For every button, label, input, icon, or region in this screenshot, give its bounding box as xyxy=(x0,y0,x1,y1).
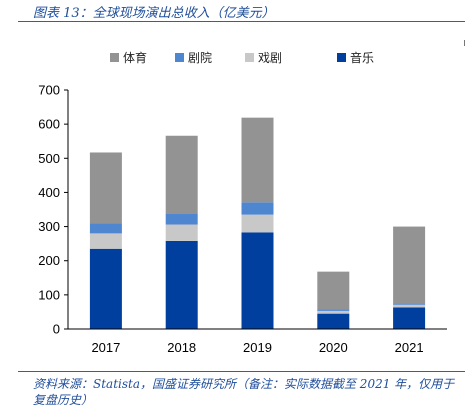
bar-segment xyxy=(89,233,122,249)
bar-segment xyxy=(393,303,426,305)
bar-segment xyxy=(317,313,350,329)
x-tick-label: 2021 xyxy=(395,340,424,355)
bar-segment xyxy=(89,223,122,234)
bottom-rule xyxy=(18,371,465,372)
bar-segment xyxy=(89,248,122,329)
legend-swatch xyxy=(337,53,346,62)
bar-segment xyxy=(165,213,198,225)
y-tick-label: 200 xyxy=(38,253,60,268)
bar-segment xyxy=(317,271,350,310)
bar-segment xyxy=(241,214,274,233)
legend-swatch xyxy=(175,53,184,62)
x-tick-label: 2018 xyxy=(167,340,196,355)
y-tick-label: 100 xyxy=(38,287,60,302)
bar-segment xyxy=(165,240,198,329)
y-tick-label: 500 xyxy=(38,151,60,166)
bar-segment xyxy=(317,309,350,311)
y-tick-label: 0 xyxy=(53,322,60,337)
y-tick-label: 600 xyxy=(38,117,60,132)
source-note: 资料来源：Statista，国盛证券研究所（备注：实际数据截至 2021 年，仅… xyxy=(33,377,455,407)
bar-segment xyxy=(241,117,274,203)
legend-swatch xyxy=(245,53,254,62)
legend-label: 戏剧 xyxy=(258,51,282,65)
x-tick-label: 2017 xyxy=(91,340,120,355)
chart-legend: 体育 剧院 戏剧 音乐 xyxy=(110,50,374,65)
legend-label: 体育 xyxy=(123,50,147,65)
top-rule xyxy=(18,21,465,22)
bar-segment xyxy=(393,304,426,308)
y-tick-label: 300 xyxy=(38,219,60,234)
chart-bars xyxy=(89,117,426,329)
bar-segment xyxy=(317,310,350,314)
x-tick-label: 2020 xyxy=(319,340,348,355)
bar-segment xyxy=(89,152,122,224)
bar-segment xyxy=(241,202,274,215)
page-edge-mark xyxy=(464,40,469,46)
bar-segment xyxy=(241,232,274,329)
chart-axes: 0 100 200 300 400 500 600 700 2017 2018 2019 2020 20… xyxy=(38,83,447,355)
bar-segment xyxy=(393,226,426,304)
legend-swatch xyxy=(110,53,119,62)
legend-label: 音乐 xyxy=(350,50,374,65)
x-tick-label: 2019 xyxy=(243,340,272,355)
y-tick-label: 400 xyxy=(38,185,60,200)
legend-label: 剧院 xyxy=(188,51,212,65)
bar-segment xyxy=(165,224,198,241)
bar-segment xyxy=(393,307,426,329)
bar-segment xyxy=(165,135,198,214)
figure-title: 图表 13：全球现场演出总收入（亿美元） xyxy=(33,6,275,21)
y-tick-label: 700 xyxy=(38,83,60,98)
